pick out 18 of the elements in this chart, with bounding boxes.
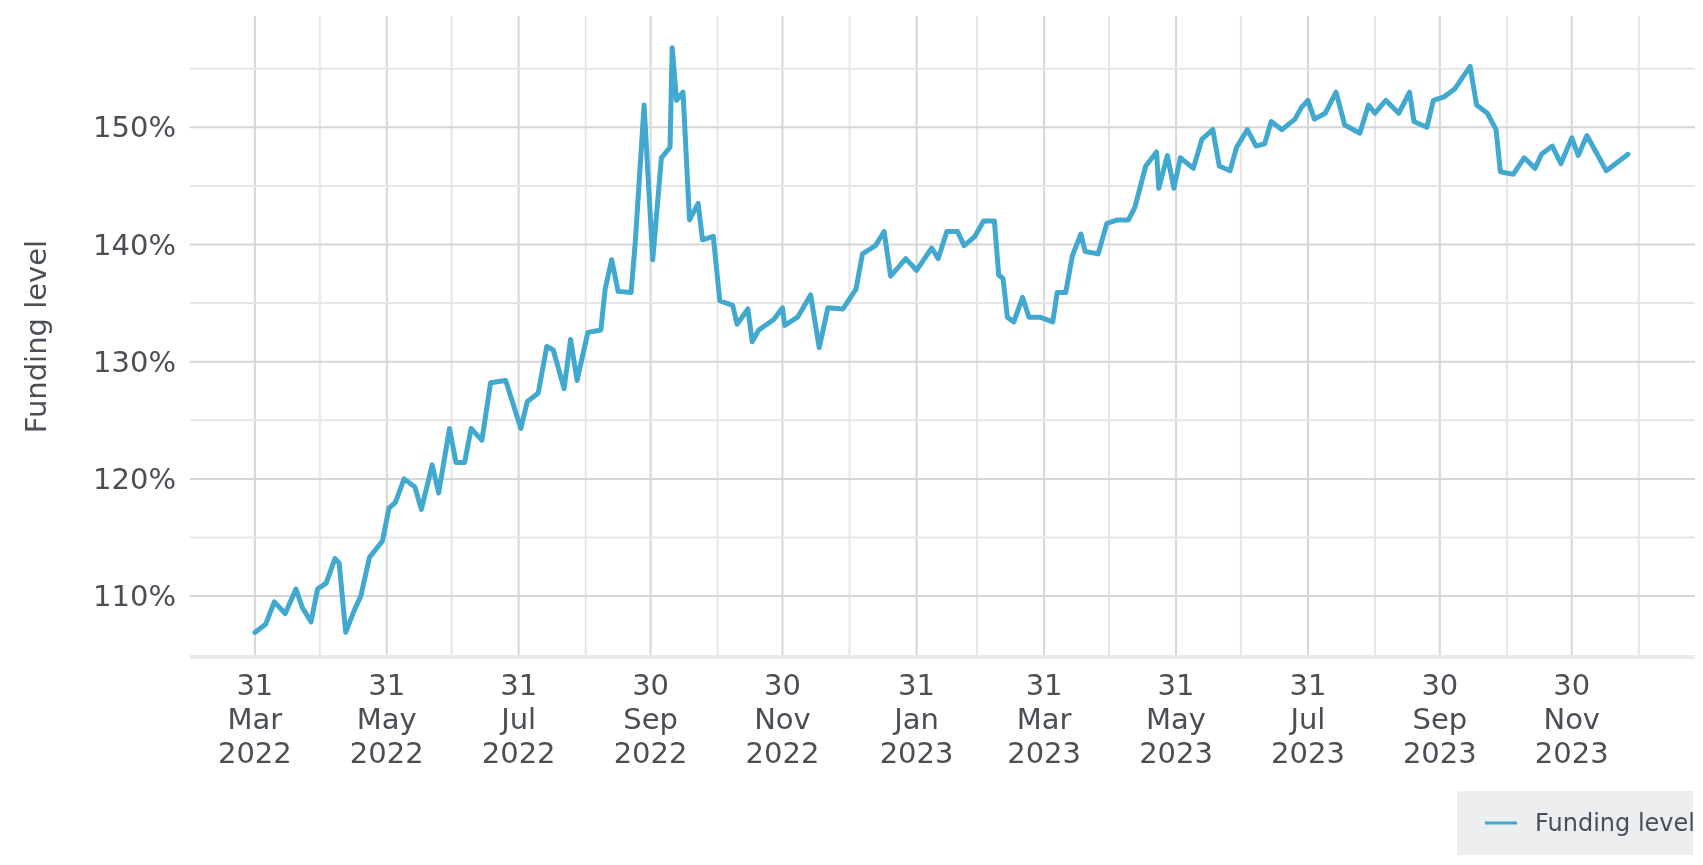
- y-tick-label: 130%: [93, 344, 176, 379]
- x-tick-label: 31 Mar 2022: [217, 668, 292, 770]
- y-tick-label: 150%: [93, 110, 176, 145]
- x-tick-label: 30 Sep 2023: [1402, 668, 1477, 770]
- x-tick-label: 31 May 2022: [349, 668, 424, 770]
- x-tick-label: 30 Nov 2023: [1534, 668, 1609, 770]
- x-tick-label: 30 Nov 2022: [745, 668, 820, 770]
- y-tick-label: 120%: [93, 462, 176, 497]
- y-tick-label: 110%: [93, 579, 176, 614]
- x-tick-label: 31 Jan 2023: [879, 668, 954, 770]
- x-tick-label: 31 Jul 2022: [481, 668, 556, 770]
- x-tick-label: 30 Sep 2022: [613, 668, 688, 770]
- y-tick-label: 140%: [93, 227, 176, 262]
- y-axis-title: Funding level: [19, 239, 53, 434]
- x-tick-label: 31 May 2023: [1139, 668, 1213, 770]
- x-tick-label: 31 Mar 2023: [1007, 668, 1082, 770]
- legend-label: Funding level: [1535, 809, 1695, 838]
- x-tick-label: 31 Jul 2023: [1271, 668, 1345, 770]
